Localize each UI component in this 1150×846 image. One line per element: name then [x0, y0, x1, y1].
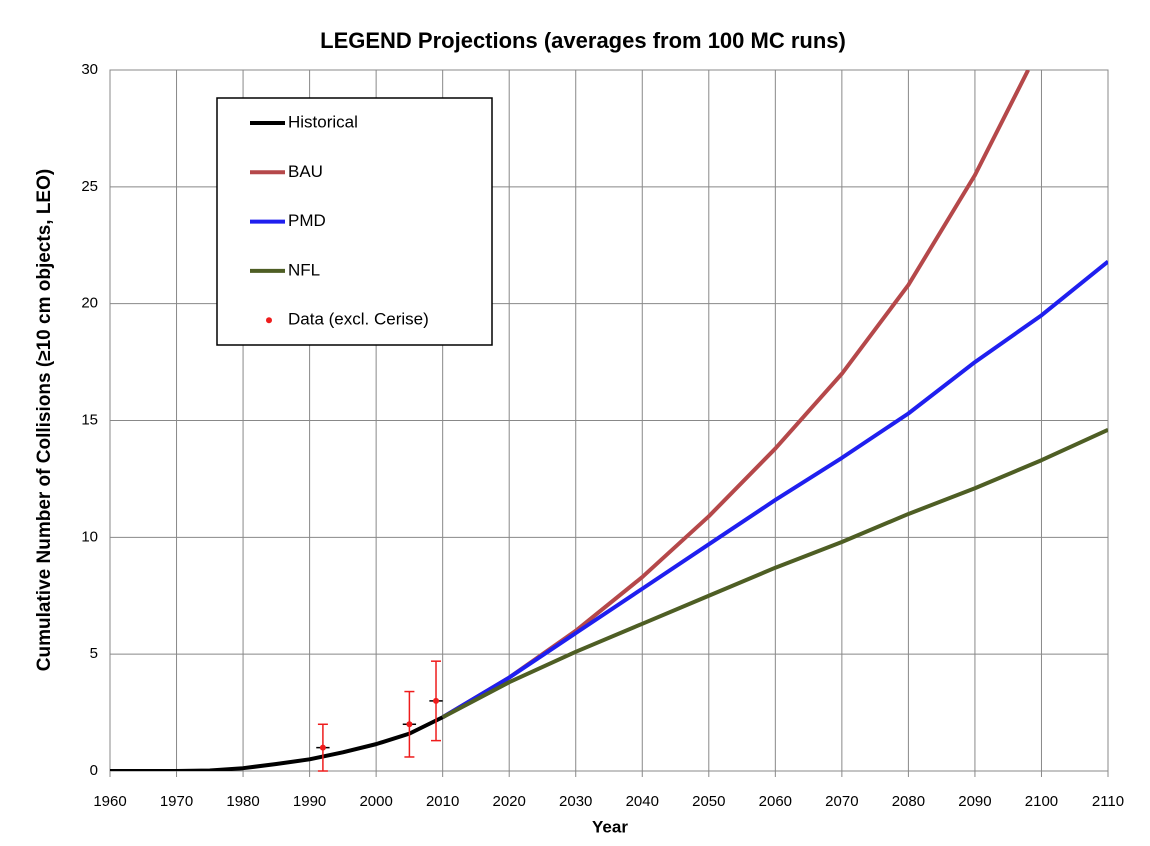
x-axis-label: Year [592, 817, 628, 836]
series-line [441, 428, 1108, 720]
x-tick-label: 2000 [359, 793, 392, 810]
x-tick-label: 2030 [559, 793, 592, 810]
y-axis-label: Cumulative Number of Collisions (≥10 cm … [34, 169, 55, 671]
plot-frame [109, 69, 1109, 772]
x-tick-label: 2090 [958, 793, 991, 810]
x-tick-label: 2060 [759, 793, 792, 810]
x-tick-label: 2010 [426, 793, 459, 810]
x-tick-label: 2050 [692, 793, 725, 810]
legend-label: Historical [288, 112, 358, 131]
legend-label: PMD [288, 211, 326, 230]
data-point [319, 744, 326, 751]
series-line [441, 260, 1108, 719]
data-point [433, 697, 440, 704]
y-tick-label: 10 [81, 528, 98, 545]
y-tick-label: 0 [90, 762, 98, 779]
x-tick-label: 2020 [493, 793, 526, 810]
y-tick-label: 5 [90, 645, 98, 662]
data-point [406, 721, 413, 728]
series-line [110, 715, 444, 771]
series-line [441, 70, 1030, 719]
y-tick-label: 20 [81, 295, 98, 312]
x-tick-label: 2040 [626, 793, 659, 810]
y-tick-label: 15 [81, 411, 98, 428]
chart-title: LEGEND Projections (averages from 100 MC… [320, 28, 846, 53]
y-tick-label: 25 [81, 178, 98, 195]
x-tick-label: 2100 [1025, 793, 1058, 810]
x-tick-label: 2110 [1092, 793, 1124, 810]
legend-label: NFL [288, 260, 320, 279]
x-tick-label: 1970 [160, 793, 193, 810]
y-tick-label: 30 [81, 61, 98, 78]
x-tick-label: 2080 [892, 793, 925, 810]
x-tick-label: 1980 [226, 793, 259, 810]
x-tick-label: 1960 [93, 793, 126, 810]
x-tick-label: 2070 [825, 793, 858, 810]
legend-marker [266, 317, 272, 324]
legend-label: Data (excl. Cerise) [288, 310, 429, 329]
legend-label: BAU [288, 162, 323, 181]
x-tick-label: 1990 [293, 793, 326, 810]
